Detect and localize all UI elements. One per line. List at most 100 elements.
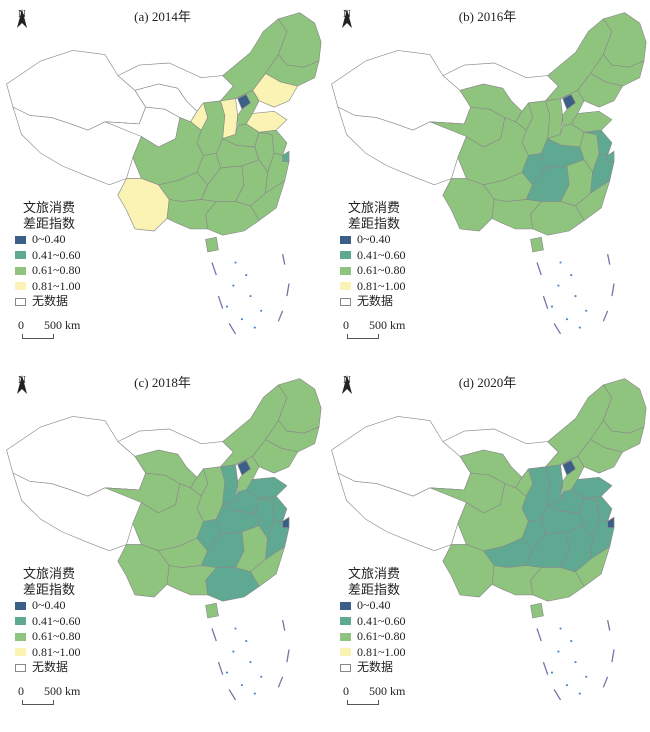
legend-label: 0.81~1.00 [32, 644, 81, 659]
panel-title: (a) 2014年 [134, 9, 191, 24]
scale-text: 500 km [369, 684, 406, 698]
panel-title: (c) 2018年 [134, 375, 191, 390]
province-hainan [205, 236, 219, 253]
island-mark [570, 274, 573, 277]
china-choropleth-map [331, 378, 647, 701]
island-mark [225, 305, 229, 308]
nine-dash-line [211, 253, 290, 335]
legend-item: 0.41~0.60 [15, 248, 81, 264]
map-panel: (b) 2016年 N 文旅消费 差距指数0~0.400.41~0.600.61~0… [325, 0, 650, 366]
scale-text: 500 km [369, 318, 406, 332]
legend-label: 无数据 [357, 294, 394, 308]
legend-title: 文旅消费 差距指数 [348, 200, 401, 231]
legend-swatch [15, 601, 26, 610]
province-heilongjiang [602, 12, 647, 68]
legend-swatch [15, 617, 26, 626]
scale-zero: 0 [343, 318, 349, 332]
north-arrow: N [12, 8, 32, 44]
scale-bar-line [22, 334, 54, 339]
island-mark [240, 684, 244, 687]
island-mark [557, 284, 560, 287]
province-yunnan [117, 178, 170, 232]
scale-bar-line [347, 334, 379, 339]
island-mark [550, 305, 554, 308]
legend-label: 0.41~0.60 [32, 613, 81, 628]
scale-bar: 0 500 km [343, 318, 406, 339]
north-arrow: N [12, 374, 32, 410]
scale-bar: 0 500 km [18, 684, 81, 705]
province-yunnan [442, 178, 495, 232]
legend-item: 无数据 [340, 660, 406, 676]
legend-title: 文旅消费 差距指数 [348, 566, 401, 597]
north-arrow-icon [342, 9, 352, 28]
legend-swatch [340, 632, 351, 641]
nine-dash-line [211, 619, 290, 701]
island-mark [260, 675, 263, 678]
province-yunnan [442, 544, 495, 598]
legend-label: 0~0.40 [357, 232, 391, 246]
china-choropleth-map [6, 12, 322, 335]
province-hainan [205, 602, 219, 619]
province-yunnan [117, 544, 170, 598]
legend-swatch [340, 266, 351, 275]
island-mark [245, 640, 248, 643]
province-heilongjiang [277, 378, 322, 434]
legend-swatch [340, 601, 351, 610]
province-guangdong [530, 567, 585, 602]
legend-label: 0.61~0.80 [357, 629, 406, 643]
island-mark [260, 309, 263, 312]
island-mark [565, 684, 569, 687]
legend-item: 0.61~0.80 [15, 263, 81, 279]
north-arrow-icon [17, 9, 27, 28]
china-choropleth-map [331, 12, 647, 335]
island-mark [585, 675, 588, 678]
legend-label: 0.61~0.80 [32, 263, 81, 277]
legend-swatch [340, 663, 351, 672]
province-heilongjiang [277, 12, 322, 68]
legend-label: 0.81~1.00 [32, 278, 81, 293]
province-henan [221, 123, 260, 148]
legend-item: 无数据 [15, 294, 81, 310]
legend-swatch [15, 251, 26, 260]
province-guangxi [166, 199, 217, 230]
legend-swatch [15, 663, 26, 672]
scale-text: 500 km [44, 684, 81, 698]
legend-swatch [15, 648, 26, 657]
island-mark [234, 627, 237, 630]
scale-bar: 0 500 km [343, 684, 406, 705]
island-mark [570, 640, 573, 643]
island-mark [559, 627, 562, 630]
legend-swatch [15, 297, 26, 306]
island-mark [234, 261, 237, 264]
scale-bar-line [347, 700, 379, 705]
china-choropleth-map [6, 378, 322, 701]
island-mark [574, 661, 577, 664]
legend-swatch [15, 632, 26, 641]
island-mark [253, 692, 256, 695]
province-guangdong [530, 201, 585, 236]
island-mark [225, 671, 229, 674]
island-mark [232, 650, 235, 653]
island-mark [253, 326, 256, 329]
province-guangxi [491, 199, 542, 230]
nine-dash-line [536, 619, 615, 701]
legend-item: 0.81~1.00 [15, 279, 81, 295]
panel-title: (b) 2016年 [458, 9, 517, 24]
legend-label: 0~0.40 [32, 598, 66, 612]
nine-dash-line [536, 253, 615, 335]
scale-bar: 0 500 km [18, 318, 80, 339]
panel-title: (d) 2020年 [458, 375, 517, 390]
province-hainan [530, 236, 544, 253]
legend-item: 0.81~1.00 [15, 645, 81, 661]
legend-swatch [340, 297, 351, 306]
island-mark [550, 671, 554, 674]
legend-item: 0~0.40 [15, 598, 81, 614]
legend-label: 0.81~1.00 [357, 644, 406, 659]
island-mark [559, 261, 562, 264]
island-mark [249, 295, 252, 298]
province-guangdong [205, 567, 260, 602]
map-panel: (a) 2014年 N 文旅消费 差距指数0~0.400.41~0.600.61~0… [0, 0, 325, 366]
island-mark [249, 661, 252, 664]
scale-zero: 0 [18, 318, 24, 332]
